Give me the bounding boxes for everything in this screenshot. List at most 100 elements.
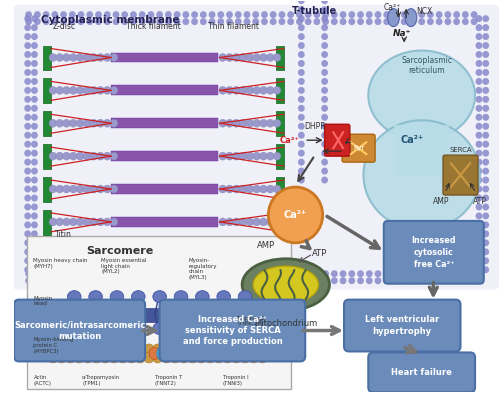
Circle shape [427, 11, 434, 18]
Circle shape [239, 152, 247, 160]
Circle shape [270, 18, 276, 25]
Circle shape [476, 87, 482, 94]
Circle shape [104, 277, 110, 284]
Circle shape [239, 218, 247, 226]
Text: Myosin-
regulatory
chain
(MYL3): Myosin- regulatory chain (MYL3) [189, 258, 218, 280]
Circle shape [246, 185, 254, 193]
Circle shape [444, 11, 452, 18]
Circle shape [118, 344, 128, 355]
Circle shape [122, 18, 128, 25]
FancyBboxPatch shape [11, 5, 500, 290]
Circle shape [444, 18, 452, 25]
Circle shape [482, 132, 489, 139]
Circle shape [226, 119, 234, 127]
Circle shape [148, 11, 154, 18]
Circle shape [31, 167, 38, 174]
Circle shape [239, 53, 247, 61]
Circle shape [48, 352, 58, 363]
Circle shape [49, 119, 57, 127]
FancyBboxPatch shape [342, 134, 375, 162]
Circle shape [322, 11, 329, 18]
Circle shape [83, 53, 90, 61]
Circle shape [104, 270, 110, 277]
Circle shape [205, 352, 216, 363]
Circle shape [76, 152, 84, 160]
Circle shape [42, 277, 50, 284]
Circle shape [174, 277, 180, 284]
Text: Ca²⁺: Ca²⁺ [400, 135, 423, 145]
Circle shape [235, 18, 242, 25]
Circle shape [24, 248, 31, 255]
Circle shape [462, 277, 468, 284]
Text: Ca²⁺: Ca²⁺ [284, 210, 307, 220]
Circle shape [122, 277, 128, 284]
Circle shape [31, 78, 38, 85]
Circle shape [270, 11, 276, 18]
Ellipse shape [217, 323, 230, 334]
Circle shape [298, 96, 304, 103]
Circle shape [208, 277, 216, 284]
Circle shape [298, 60, 304, 67]
Circle shape [165, 270, 172, 277]
Circle shape [56, 344, 67, 355]
Circle shape [252, 270, 259, 277]
Circle shape [31, 257, 38, 264]
Circle shape [24, 204, 31, 210]
Circle shape [110, 53, 118, 61]
Circle shape [366, 11, 372, 18]
Circle shape [266, 119, 274, 127]
Circle shape [296, 270, 303, 277]
Circle shape [482, 24, 489, 31]
Circle shape [476, 185, 482, 193]
Circle shape [357, 270, 364, 277]
Circle shape [78, 270, 84, 277]
Circle shape [436, 18, 442, 25]
Circle shape [208, 11, 216, 18]
Circle shape [82, 352, 93, 363]
Circle shape [357, 18, 364, 25]
Circle shape [482, 213, 489, 219]
Circle shape [130, 11, 137, 18]
Ellipse shape [110, 323, 124, 334]
Circle shape [31, 248, 38, 255]
Circle shape [261, 18, 268, 25]
Circle shape [96, 86, 104, 94]
Circle shape [24, 78, 31, 85]
Circle shape [196, 344, 206, 355]
Circle shape [273, 152, 281, 160]
Circle shape [31, 114, 38, 121]
Circle shape [149, 347, 160, 360]
Circle shape [208, 270, 216, 277]
Circle shape [321, 33, 328, 40]
Circle shape [384, 18, 390, 25]
Circle shape [248, 352, 259, 363]
Circle shape [253, 152, 260, 160]
Circle shape [24, 195, 31, 202]
Circle shape [401, 277, 407, 284]
Circle shape [482, 204, 489, 210]
Circle shape [470, 270, 478, 277]
Circle shape [304, 277, 312, 284]
Circle shape [31, 204, 38, 210]
Circle shape [357, 11, 364, 18]
Circle shape [42, 18, 50, 25]
Circle shape [226, 270, 233, 277]
Circle shape [24, 69, 31, 76]
Circle shape [482, 42, 489, 49]
Circle shape [476, 230, 482, 237]
Circle shape [178, 352, 189, 363]
Circle shape [52, 277, 58, 284]
Circle shape [24, 213, 31, 219]
Circle shape [482, 51, 489, 58]
Circle shape [476, 96, 482, 103]
Circle shape [156, 11, 163, 18]
Ellipse shape [132, 323, 145, 334]
Circle shape [31, 123, 38, 130]
Circle shape [260, 53, 268, 61]
Circle shape [331, 270, 338, 277]
Circle shape [321, 69, 328, 76]
Circle shape [298, 176, 304, 184]
Circle shape [482, 185, 489, 193]
Circle shape [321, 6, 328, 13]
Circle shape [24, 114, 31, 121]
